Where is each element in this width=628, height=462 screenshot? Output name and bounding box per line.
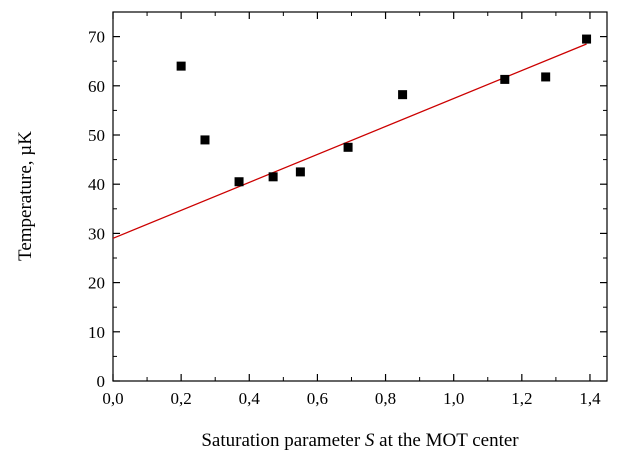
plot-frame [112,11,608,382]
data-point [582,34,592,44]
data-point [200,135,210,145]
x-tick-label: 1,4 [579,389,601,408]
x-tick-label: 0,0 [102,389,123,408]
x-axis-title: Saturation parameter S at the MOT center [201,430,519,451]
data-point [295,167,305,177]
y-tick-label: 0 [97,372,106,391]
x-tick-label: 0,8 [375,389,396,408]
fit-line [112,43,587,239]
data-point [176,61,186,71]
x-tick-label: 0,4 [239,389,261,408]
y-tick-label: 20 [88,274,105,293]
x-tick-label: 0,6 [307,389,328,408]
y-tick-label: 10 [88,323,105,342]
data-point [500,74,510,84]
x-tick-label: 1,0 [443,389,464,408]
data-point [398,90,408,100]
y-tick-label: 60 [88,77,105,96]
data-point [343,142,353,152]
y-tick-label: 40 [88,175,105,194]
axis-ticks: 0,0 0,2 0,4 0,6 0,8 1,0 1,2 1,4 0 10 20 30 40 50 60 70 [88,11,607,408]
fit-line-layer [112,43,587,239]
y-tick-label: 30 [88,224,105,243]
x-tick-label: 1,2 [511,389,532,408]
y-tick-label: 50 [88,126,105,145]
y-axis-title: Temperature, µK [15,131,36,261]
y-tick-label: 70 [88,28,105,47]
x-tick-label: 0,2 [171,389,192,408]
data-point [541,72,551,82]
data-point [268,172,278,182]
data-points-layer [176,34,592,187]
data-point [234,177,244,187]
